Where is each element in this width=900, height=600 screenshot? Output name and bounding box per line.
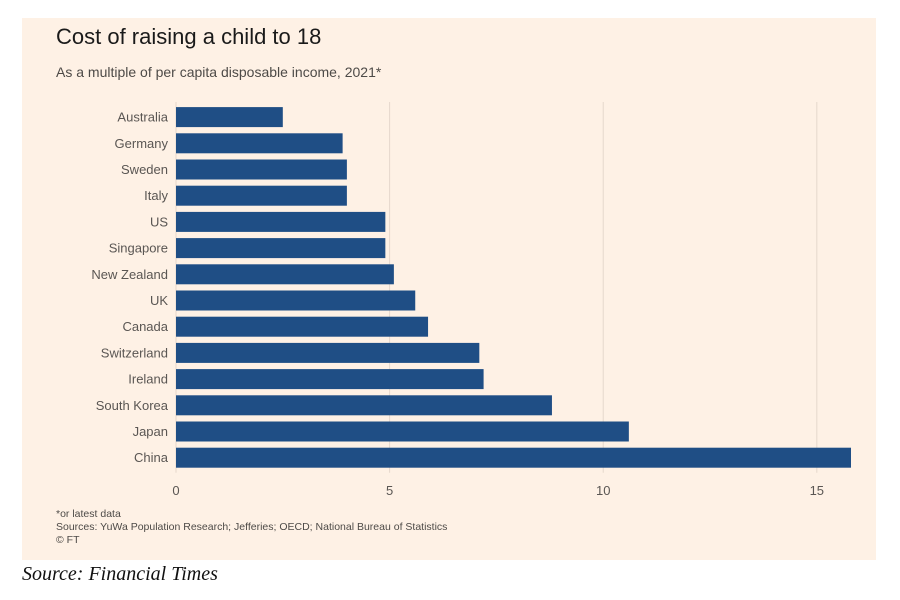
bar-germany: [176, 133, 343, 154]
category-label-us: US: [150, 214, 168, 229]
bar-new-zealand: [176, 264, 394, 285]
bar-japan: [176, 421, 629, 442]
bar-china: [176, 447, 851, 468]
category-label-canada: Canada: [122, 319, 168, 334]
ft-credit: © FT: [56, 534, 80, 546]
x-tick-label-0: 0: [172, 483, 179, 498]
category-label-germany: Germany: [115, 136, 169, 151]
bar-uk: [176, 290, 416, 311]
bar-south-korea: [176, 395, 552, 416]
bar-us: [176, 211, 386, 232]
bar-singapore: [176, 238, 386, 259]
category-label-singapore: Singapore: [109, 241, 168, 256]
category-label-new-zealand: New Zealand: [91, 267, 168, 282]
category-label-italy: Italy: [144, 188, 168, 203]
x-tick-label-5: 5: [386, 483, 393, 498]
bar-switzerland: [176, 342, 480, 363]
category-label-south-korea: South Korea: [96, 398, 169, 413]
chart-notes: *or latest data Sources: YuWa Population…: [56, 508, 447, 547]
bar-ireland: [176, 369, 484, 390]
category-label-australia: Australia: [117, 110, 168, 125]
category-label-japan: Japan: [133, 424, 168, 439]
category-label-china: China: [134, 450, 169, 465]
x-tick-label-15: 15: [810, 483, 824, 498]
source-caption: Source: Financial Times: [22, 563, 218, 585]
chart-title: Cost of raising a child to 18: [56, 24, 322, 49]
category-label-switzerland: Switzerland: [101, 345, 168, 360]
sources-note: Sources: YuWa Population Research; Jeffe…: [56, 521, 448, 533]
chart-panel: [22, 18, 876, 560]
footnote: *or latest data: [56, 508, 121, 520]
category-label-sweden: Sweden: [121, 162, 168, 177]
category-label-uk: UK: [150, 293, 168, 308]
bar-sweden: [176, 159, 347, 180]
x-tick-label-10: 10: [596, 483, 610, 498]
bar-italy: [176, 185, 347, 206]
bar-canada: [176, 316, 429, 337]
category-label-ireland: Ireland: [128, 372, 168, 387]
chart-subtitle: As a multiple of per capita disposable i…: [56, 64, 382, 80]
bar-australia: [176, 107, 283, 128]
